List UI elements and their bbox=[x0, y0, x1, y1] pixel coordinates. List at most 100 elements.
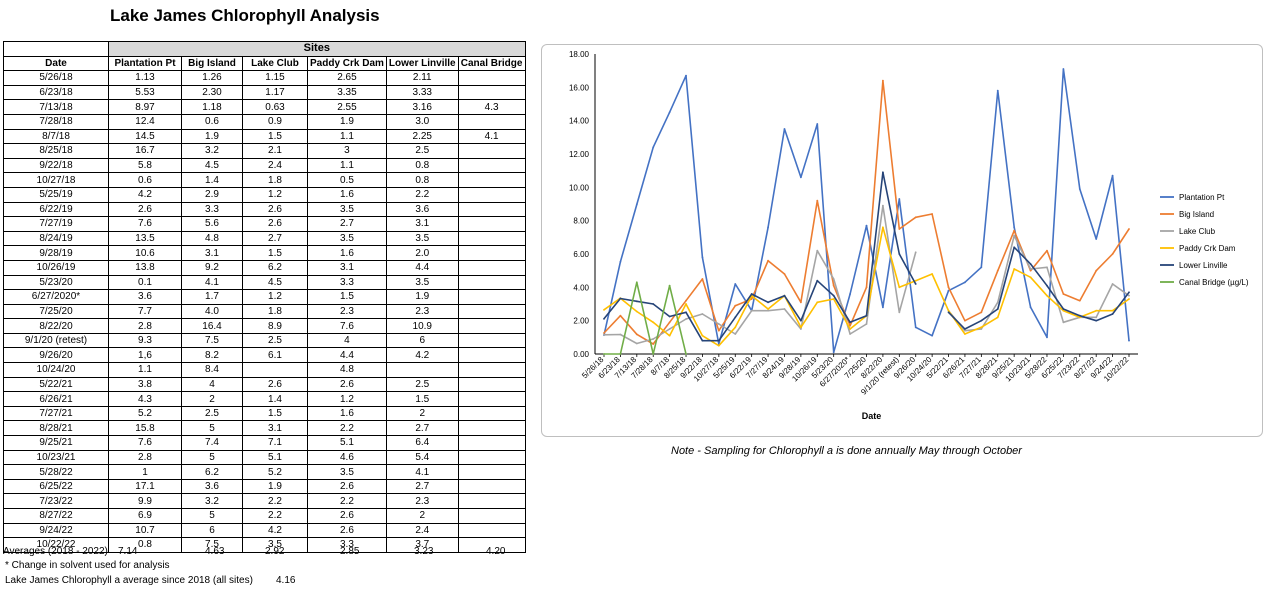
data-point bbox=[1111, 253, 1114, 255]
data-point bbox=[668, 315, 671, 318]
table-row: 8/28/21 15.8 5 3.1 2.2 2.7 bbox=[3, 420, 526, 437]
data-point bbox=[652, 338, 655, 340]
data-point bbox=[914, 283, 917, 285]
data-point bbox=[767, 226, 769, 229]
data-point bbox=[1111, 309, 1114, 312]
data-point bbox=[964, 328, 966, 330]
data-point bbox=[734, 304, 737, 307]
data-point bbox=[767, 259, 769, 262]
data-point bbox=[1128, 228, 1130, 230]
table-row: 8/24/19 13.5 4.8 2.7 3.5 3.5 bbox=[3, 230, 526, 247]
avg-lake-club: 2.92 bbox=[265, 546, 285, 557]
data-point bbox=[816, 301, 819, 304]
x-axis-title: Date bbox=[862, 411, 882, 421]
data-point bbox=[1111, 174, 1114, 177]
data-point bbox=[619, 260, 622, 263]
data-point bbox=[832, 298, 835, 300]
data-point bbox=[898, 253, 901, 255]
data-point bbox=[717, 323, 720, 325]
data-point bbox=[1128, 291, 1130, 294]
y-tick-label: 18.00 bbox=[569, 50, 590, 59]
data-point bbox=[767, 308, 769, 310]
data-point bbox=[734, 326, 737, 329]
table-row: 9/28/19 10.6 3.1 1.5 1.6 2.0 bbox=[3, 245, 526, 261]
data-point bbox=[849, 328, 851, 330]
table-row: 8/27/22 6.9 5 2.2 2.6 2 bbox=[3, 508, 526, 524]
legend-label: Lake Club bbox=[1179, 227, 1216, 236]
data-point bbox=[1128, 298, 1130, 300]
table-row: 7/27/21 5.2 2.5 1.5 1.6 2 bbox=[3, 405, 526, 422]
data-point bbox=[734, 283, 737, 285]
data-point bbox=[964, 319, 966, 322]
data-point bbox=[1013, 234, 1016, 237]
data-point bbox=[1095, 319, 1098, 322]
data-point bbox=[980, 319, 983, 322]
data-point bbox=[635, 203, 638, 206]
data-point bbox=[701, 339, 704, 342]
data-point bbox=[914, 326, 917, 329]
data-point bbox=[1046, 294, 1048, 297]
data-point bbox=[832, 284, 835, 287]
footnote: * Change in solvent used for analysis bbox=[5, 560, 170, 571]
data-point bbox=[652, 146, 655, 149]
data-point bbox=[832, 294, 835, 297]
y-tick-label: 2.00 bbox=[573, 317, 589, 326]
data-point bbox=[996, 301, 999, 304]
data-point bbox=[668, 111, 671, 114]
data-point bbox=[816, 199, 819, 202]
table-row: 6/25/22 17.1 3.6 1.9 2.6 2.7 bbox=[3, 478, 526, 495]
data-point bbox=[1029, 268, 1032, 270]
column-header-row: Date Plantation Pt Big Island Lake Club … bbox=[3, 55, 526, 72]
data-point bbox=[849, 333, 851, 335]
data-point bbox=[1062, 308, 1065, 310]
data-point bbox=[849, 293, 851, 295]
cell-plantation-pt: 0.8 bbox=[108, 537, 182, 553]
data-point bbox=[1078, 314, 1081, 317]
table-row: 7/28/18 12.4 0.6 0.9 1.9 3.0 bbox=[3, 113, 526, 130]
data-point bbox=[931, 273, 934, 275]
data-point bbox=[898, 198, 901, 200]
data-point bbox=[603, 353, 605, 355]
data-point bbox=[734, 333, 737, 335]
data-point bbox=[1095, 309, 1098, 312]
data-point bbox=[882, 79, 884, 82]
y-tick-label: 4.00 bbox=[573, 283, 589, 292]
data-point bbox=[1046, 266, 1048, 269]
legend-label: Big Island bbox=[1179, 210, 1214, 219]
data-point bbox=[1062, 293, 1065, 295]
overall-average-label: Lake James Chlorophyll a average since 2… bbox=[5, 575, 253, 586]
table-row: 7/23/22 9.9 3.2 2.2 2.2 2.3 bbox=[3, 493, 526, 509]
data-point bbox=[882, 306, 884, 309]
data-point bbox=[1029, 306, 1032, 309]
data-point bbox=[685, 318, 687, 320]
series-line bbox=[604, 281, 687, 355]
data-point bbox=[996, 308, 999, 310]
series-line bbox=[603, 204, 1130, 345]
data-point bbox=[996, 89, 999, 92]
avg-canal-bridge: 4.20 bbox=[486, 546, 506, 557]
data-point bbox=[1029, 269, 1032, 272]
data-point bbox=[668, 334, 671, 337]
legend-label: Lower Linville bbox=[1179, 261, 1228, 270]
avg-paddy-crk-dam: 2.85 bbox=[340, 546, 360, 557]
data-point bbox=[799, 301, 802, 304]
data-point bbox=[635, 342, 638, 345]
data-point bbox=[1029, 263, 1032, 265]
data-point bbox=[750, 293, 753, 295]
data-point bbox=[717, 339, 720, 342]
data-point bbox=[914, 251, 917, 254]
data-point bbox=[652, 303, 655, 305]
data-point bbox=[980, 326, 983, 329]
legend-label: Plantation Pt bbox=[1179, 193, 1225, 202]
data-point bbox=[685, 311, 687, 314]
data-point bbox=[767, 301, 769, 304]
avg-big-island: 4.63 bbox=[205, 546, 225, 557]
y-tick-label: 16.00 bbox=[569, 83, 590, 92]
data-point bbox=[947, 311, 950, 314]
chlorophyll-table: Sites Date Plantation Pt Big Island Lake… bbox=[3, 41, 526, 553]
y-tick-label: 14.00 bbox=[569, 117, 590, 126]
data-point bbox=[816, 249, 819, 252]
table-row: 10/26/19 13.8 9.2 6.2 3.1 4.4 bbox=[3, 259, 526, 276]
data-point bbox=[603, 317, 605, 320]
data-point bbox=[1078, 188, 1081, 190]
